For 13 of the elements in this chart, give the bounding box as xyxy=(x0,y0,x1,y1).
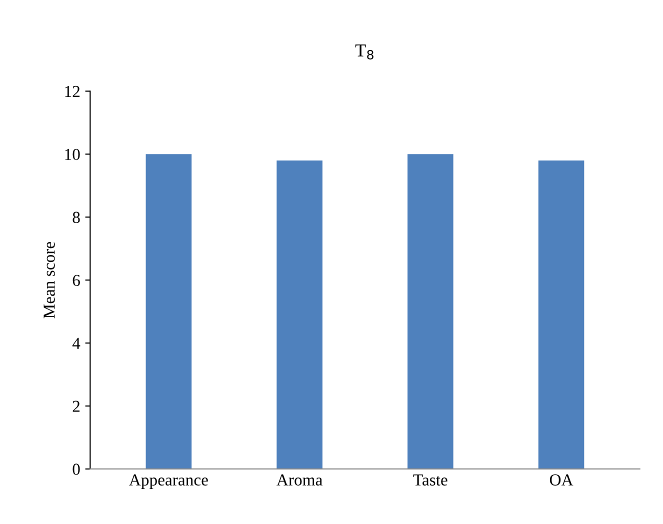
x-tick-label: Appearance xyxy=(129,474,208,489)
y-tick-label: 0 xyxy=(72,464,80,475)
y-tick-label: 6 xyxy=(72,274,80,286)
x-tick-label: OA xyxy=(550,474,574,486)
x-tick-label: Taste xyxy=(413,474,448,486)
y-tick-label: 10 xyxy=(65,148,80,160)
chart-title: T$_{8}$ xyxy=(355,44,374,60)
y-tick-label: 8 xyxy=(72,212,80,224)
x-tick-label: Aroma xyxy=(276,474,322,486)
y-tick-label: 4 xyxy=(72,338,80,349)
y-axis-title: Mean score xyxy=(44,242,55,318)
y-tick-label: 12 xyxy=(65,86,80,97)
y-tick-label: 2 xyxy=(72,400,80,412)
